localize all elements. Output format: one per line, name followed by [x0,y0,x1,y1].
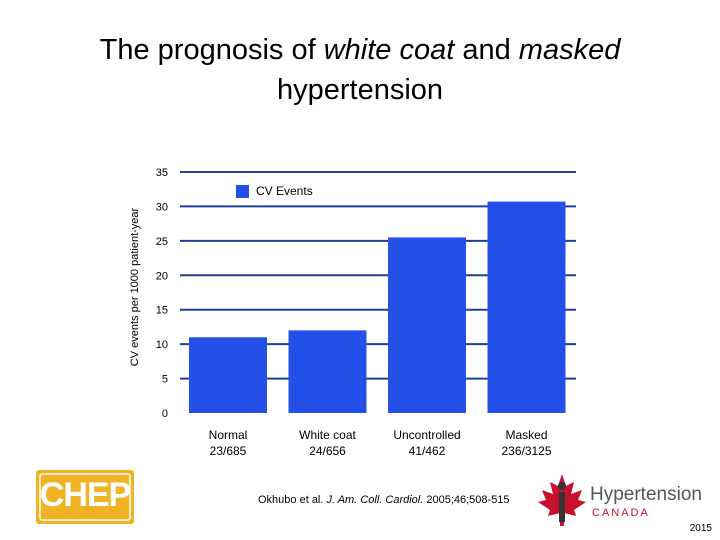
title-part1: The prognosis of [99,34,324,66]
y-tick-label: 25 [156,236,168,248]
x-category-count: 236/3125 [501,444,551,458]
y-tick-label: 10 [156,339,168,351]
title-line2: hypertension [276,74,444,106]
title-em-masked: masked [518,34,621,66]
maple-leaf-icon [538,474,586,526]
x-category-label: Uncontrolled [393,428,460,442]
x-category-label: Normal [209,428,248,442]
citation-journal: J. Am. Coll. Cardiol. [326,494,424,506]
citation-prefix: Okhubo et al. [258,494,327,506]
bar [189,337,267,413]
x-category-label: Masked [505,428,547,442]
x-category-count: 23/685 [210,444,247,458]
title-part2: and [454,34,519,66]
x-category-count: 41/462 [409,444,446,458]
hypertension-canada-logo: Hypertension CANADA [534,470,702,530]
y-axis-label: CV events per 1000 patient-year [129,207,141,366]
bar [388,237,466,413]
canada-wordmark: CANADA [592,507,650,519]
x-category-count: 24/656 [309,444,346,458]
y-tick-label: 20 [156,270,168,282]
y-tick-labels: 0 5 10 15 20 25 30 35 [156,167,168,420]
x-category-labels: Normal 23/685 White coat 24/656 Uncontrolled… [209,428,552,458]
title-em-white-coat: white coat [323,34,455,66]
y-tick-label: 5 [162,374,168,386]
chep-logo-frame-icon [36,470,134,524]
legend: CV Events [236,184,313,198]
y-tick-label: 0 [162,408,168,420]
chep-logo-text: CHEP [39,476,131,514]
chep-logo: CHEP [36,470,134,524]
y-tick-label: 35 [156,167,168,179]
slide-title: The prognosis of white coat and masked h… [60,30,660,110]
year-label: 2015 [689,523,712,534]
y-tick-label: 30 [156,201,168,213]
x-category-label: White coat [299,428,356,442]
bar [487,201,566,413]
bar [288,330,367,413]
legend-label: CV Events [256,184,313,198]
hypertension-wordmark: Hypertension [590,484,702,505]
chart-bars [189,201,566,413]
legend-swatch [236,185,249,198]
citation-suffix: 2005;46;508-515 [423,494,510,506]
y-tick-label: 15 [156,305,168,317]
citation: Okhubo et al. J. Am. Coll. Cardiol. 2005… [258,494,510,506]
